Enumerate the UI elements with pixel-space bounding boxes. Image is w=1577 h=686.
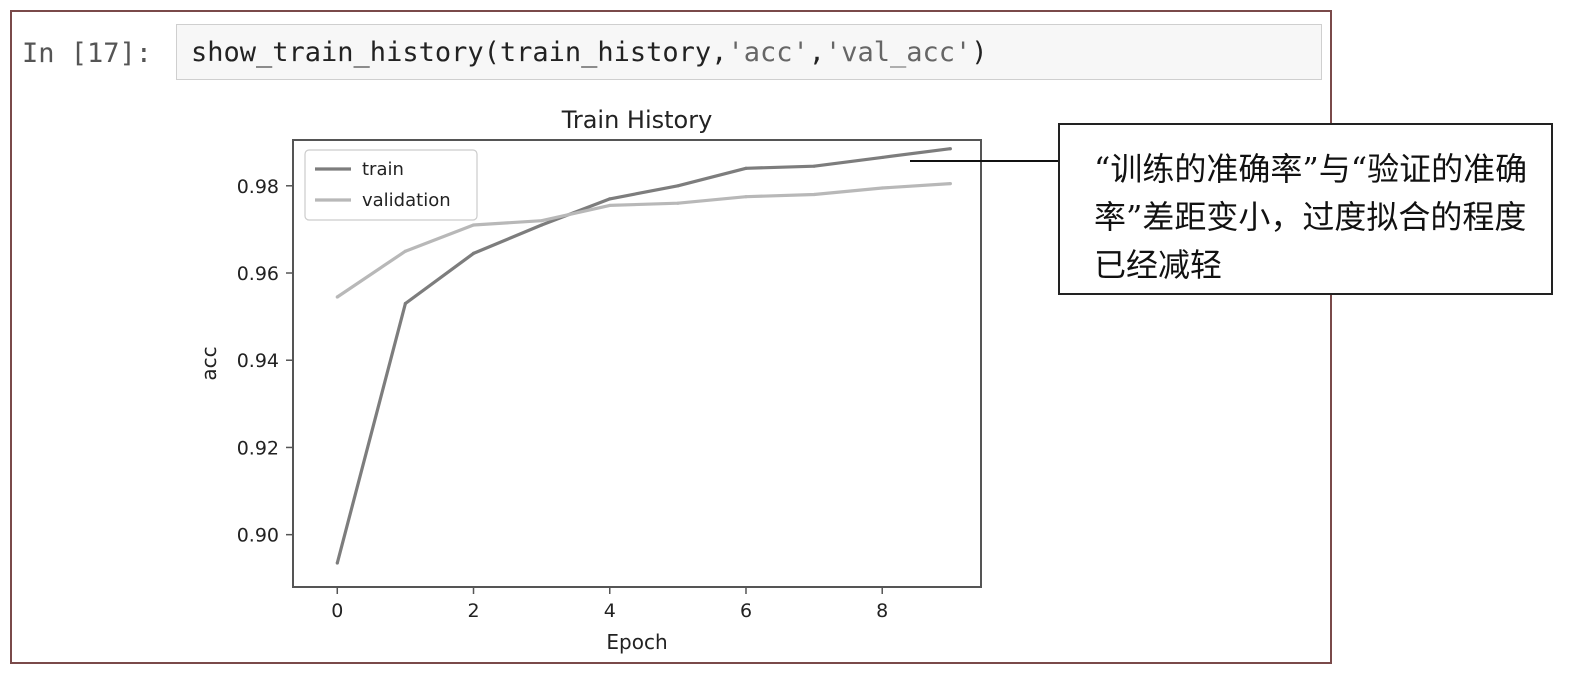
data-point-train (403, 301, 407, 306)
data-point-validation (403, 249, 407, 253)
data-point-validation (948, 182, 952, 186)
code-cell-input[interactable]: show_train_history(train_history,'acc','… (176, 24, 1322, 80)
data-point-train (880, 155, 884, 160)
x-tick-label: 6 (740, 600, 752, 622)
data-point-train (608, 197, 612, 201)
data-point-train (540, 223, 544, 227)
y-tick-label: 0.92 (237, 437, 279, 459)
train-history-chart: Train History 0 2 4 6 8 0.90 0.92 0.94 0.96 0.98 Ep… (197, 106, 982, 654)
data-point-train (335, 561, 339, 565)
data-point-validation (335, 295, 339, 299)
code-string-val-acc: 'val_acc' (824, 37, 972, 68)
code-comma: , (808, 37, 825, 68)
callout-leader-line (910, 160, 1058, 162)
x-tick-label: 8 (876, 600, 888, 622)
data-point-validation (676, 201, 680, 205)
series-line-train (335, 147, 951, 564)
x-axis-label: Epoch (606, 630, 667, 654)
y-tick-label: 0.94 (237, 350, 279, 372)
plot-frame (292, 139, 982, 588)
series-line-validation (336, 182, 951, 299)
y-axis-label: acc (197, 346, 221, 380)
data-point-validation (608, 203, 612, 208)
legend-label-train: train (362, 159, 404, 180)
data-point-validation (880, 186, 884, 190)
data-point-train (812, 164, 816, 168)
code-string-acc: 'acc' (727, 37, 809, 68)
data-point-validation (540, 219, 544, 223)
y-tick-label: 0.90 (237, 525, 279, 547)
x-tick-label: 4 (604, 600, 616, 622)
annotation-callout: “训练的准确率”与“验证的准确率”差距变小，过度拟合的程度已经减轻 (1058, 123, 1553, 295)
notebook-frame (10, 10, 1332, 664)
cell-prompt: In [17]: (22, 38, 153, 69)
chart-title: Train History (561, 106, 713, 134)
legend-label-validation: validation (362, 190, 451, 211)
y-tick-label: 0.98 (237, 176, 279, 198)
x-tick-label: 2 (467, 600, 479, 622)
data-point-train (676, 184, 680, 188)
x-tick-label: 0 (331, 600, 343, 622)
y-tick-label: 0.96 (237, 263, 279, 285)
code-close-paren: ) (971, 37, 988, 68)
data-point-train (744, 166, 748, 170)
code-function-call: show_train_history(train_history, (191, 37, 728, 68)
data-point-validation (471, 223, 476, 227)
data-point-train (948, 147, 952, 151)
data-point-validation (812, 192, 816, 197)
data-point-validation (744, 195, 748, 199)
data-point-train (471, 251, 476, 255)
